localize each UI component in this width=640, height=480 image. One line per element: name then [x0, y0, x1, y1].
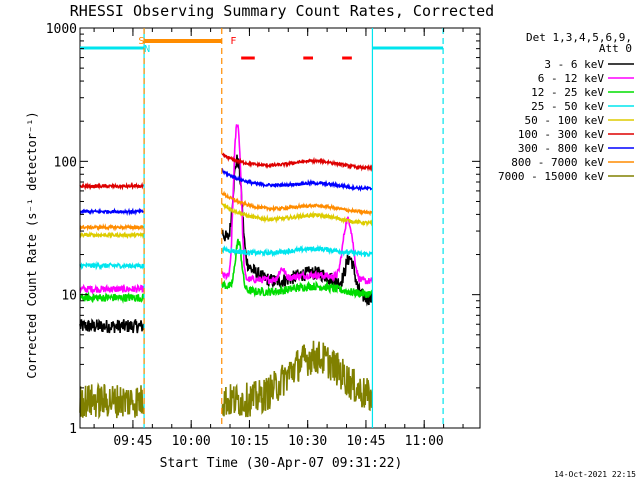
- series-line-4: [79, 244, 373, 271]
- series-line-9: [79, 340, 373, 420]
- legend-label-2: 6 - 12 keV: [538, 72, 605, 85]
- plot-border: [79, 27, 481, 429]
- series-area: [79, 124, 373, 420]
- y-axis-ticks: 1 10 100 1000: [46, 22, 480, 437]
- y-tick-label-3: 100: [54, 155, 77, 170]
- series-line-6: [79, 152, 373, 191]
- legend-label-7: 300 - 800 keV: [518, 142, 604, 155]
- legend-header-2: Att 0: [599, 42, 632, 55]
- y-tick-label-1: 1: [69, 422, 77, 437]
- x-tick-label-3: 10:15: [230, 434, 269, 449]
- series-line-8: [79, 190, 373, 232]
- region-marker-f: F: [230, 36, 236, 47]
- legend-label-3: 12 - 25 keV: [531, 86, 604, 99]
- region-marker-n: N: [144, 44, 150, 55]
- legend-label-5: 50 - 100 keV: [525, 114, 605, 127]
- legend-label-8: 800 - 7000 keV: [511, 156, 604, 169]
- x-tick-label-1: 09:45: [113, 434, 152, 449]
- legend-label-4: 25 - 50 keV: [531, 100, 604, 113]
- generated-timestamp: 14-Oct-2021 22:15: [554, 470, 636, 479]
- x-axis-ticks: 09:45 10:00 10:15 10:30 10:45 11:00: [93, 28, 464, 449]
- series-line-1: [79, 154, 373, 334]
- legend-label-1: 3 - 6 keV: [544, 58, 604, 71]
- chart-title: RHESSI Observing Summary Count Rates, Co…: [70, 2, 494, 20]
- x-tick-label-4: 10:30: [288, 434, 327, 449]
- legend-label-9: 7000 - 15000 keV: [498, 170, 604, 183]
- x-tick-label-5: 10:45: [346, 434, 385, 449]
- region-marker-s: S: [138, 36, 144, 47]
- x-tick-label-6: 11:00: [405, 434, 444, 449]
- y-tick-label-4: 1000: [46, 22, 77, 37]
- x-axis-label: Start Time (30-Apr-07 09:31:22): [160, 456, 403, 471]
- y-axis-label: Corrected Count Rate (s⁻¹ detector⁻¹): [25, 111, 39, 378]
- series-line-5: [79, 202, 373, 240]
- y-tick-label-2: 10: [61, 289, 77, 304]
- legend-label-6: 100 - 300 keV: [518, 128, 604, 141]
- series-line-3: [79, 238, 373, 304]
- series-line-7: [79, 167, 373, 216]
- plot-frame: SN F: [79, 27, 481, 429]
- x-tick-label-2: 10:00: [172, 434, 211, 449]
- legend-header-1: Det 1,3,4,5,6,9,: [526, 31, 632, 44]
